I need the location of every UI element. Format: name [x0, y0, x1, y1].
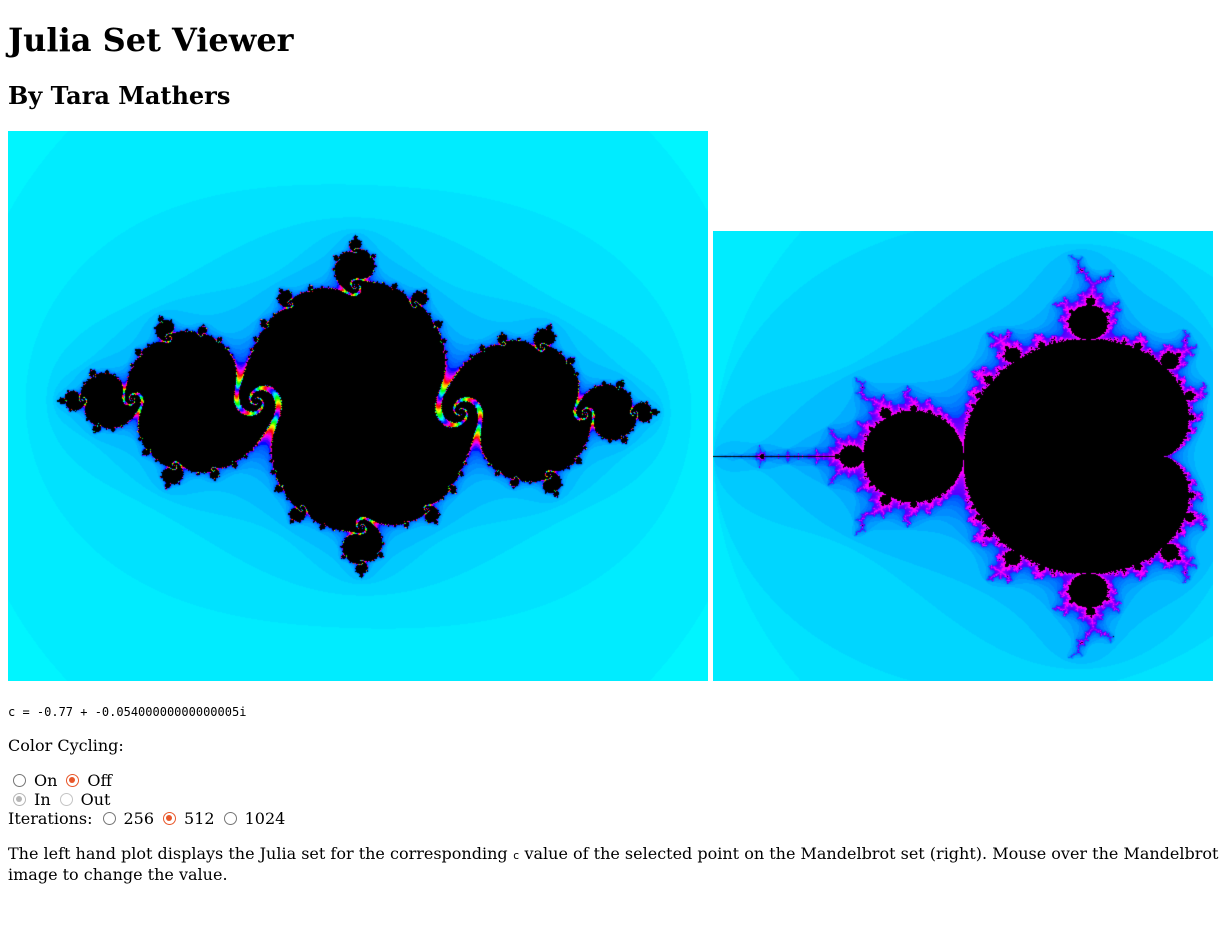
cycling-on-label[interactable]: On	[34, 771, 58, 790]
direction-out-radio	[59, 793, 73, 806]
description-paragraph: The left hand plot displays the Julia se…	[8, 844, 1223, 884]
julia-set-canvas	[8, 131, 708, 681]
color-cycling-label: Color Cycling:	[8, 736, 124, 755]
iterations-1024-radio[interactable]	[223, 812, 237, 825]
iterations-512-label[interactable]: 512	[184, 809, 215, 828]
mandelbrot-set-canvas[interactable]	[713, 231, 1213, 681]
c-value-readout: c = -0.77 + -0.05400000000000005i	[8, 705, 247, 719]
cycling-off-label[interactable]: Off	[87, 771, 112, 790]
direction-in-radio	[13, 793, 26, 806]
cycling-on-radio[interactable]	[13, 774, 26, 787]
iterations-label: Iterations:	[8, 809, 93, 828]
iterations-512-radio[interactable]	[163, 812, 177, 825]
iterations-1024-label[interactable]: 1024	[244, 809, 286, 828]
cycling-direction-options: In Out	[8, 790, 114, 809]
direction-in-label: In	[34, 790, 51, 809]
page-title: Julia Set Viewer	[8, 21, 294, 59]
description-text-before: The left hand plot displays the Julia se…	[8, 844, 513, 863]
direction-out-label: Out	[80, 790, 111, 809]
cycling-off-radio[interactable]	[66, 774, 80, 787]
color-cycling-options: On Off	[8, 771, 116, 790]
iterations-options: Iterations: 256 512 1024	[8, 809, 289, 828]
author-heading: By Tara Mathers	[8, 81, 231, 110]
description-code-c: c	[512, 849, 520, 862]
iterations-256-radio[interactable]	[102, 812, 116, 825]
iterations-256-label[interactable]: 256	[123, 809, 155, 828]
description-text-after: value of the selected point on the Mande…	[8, 844, 1219, 884]
